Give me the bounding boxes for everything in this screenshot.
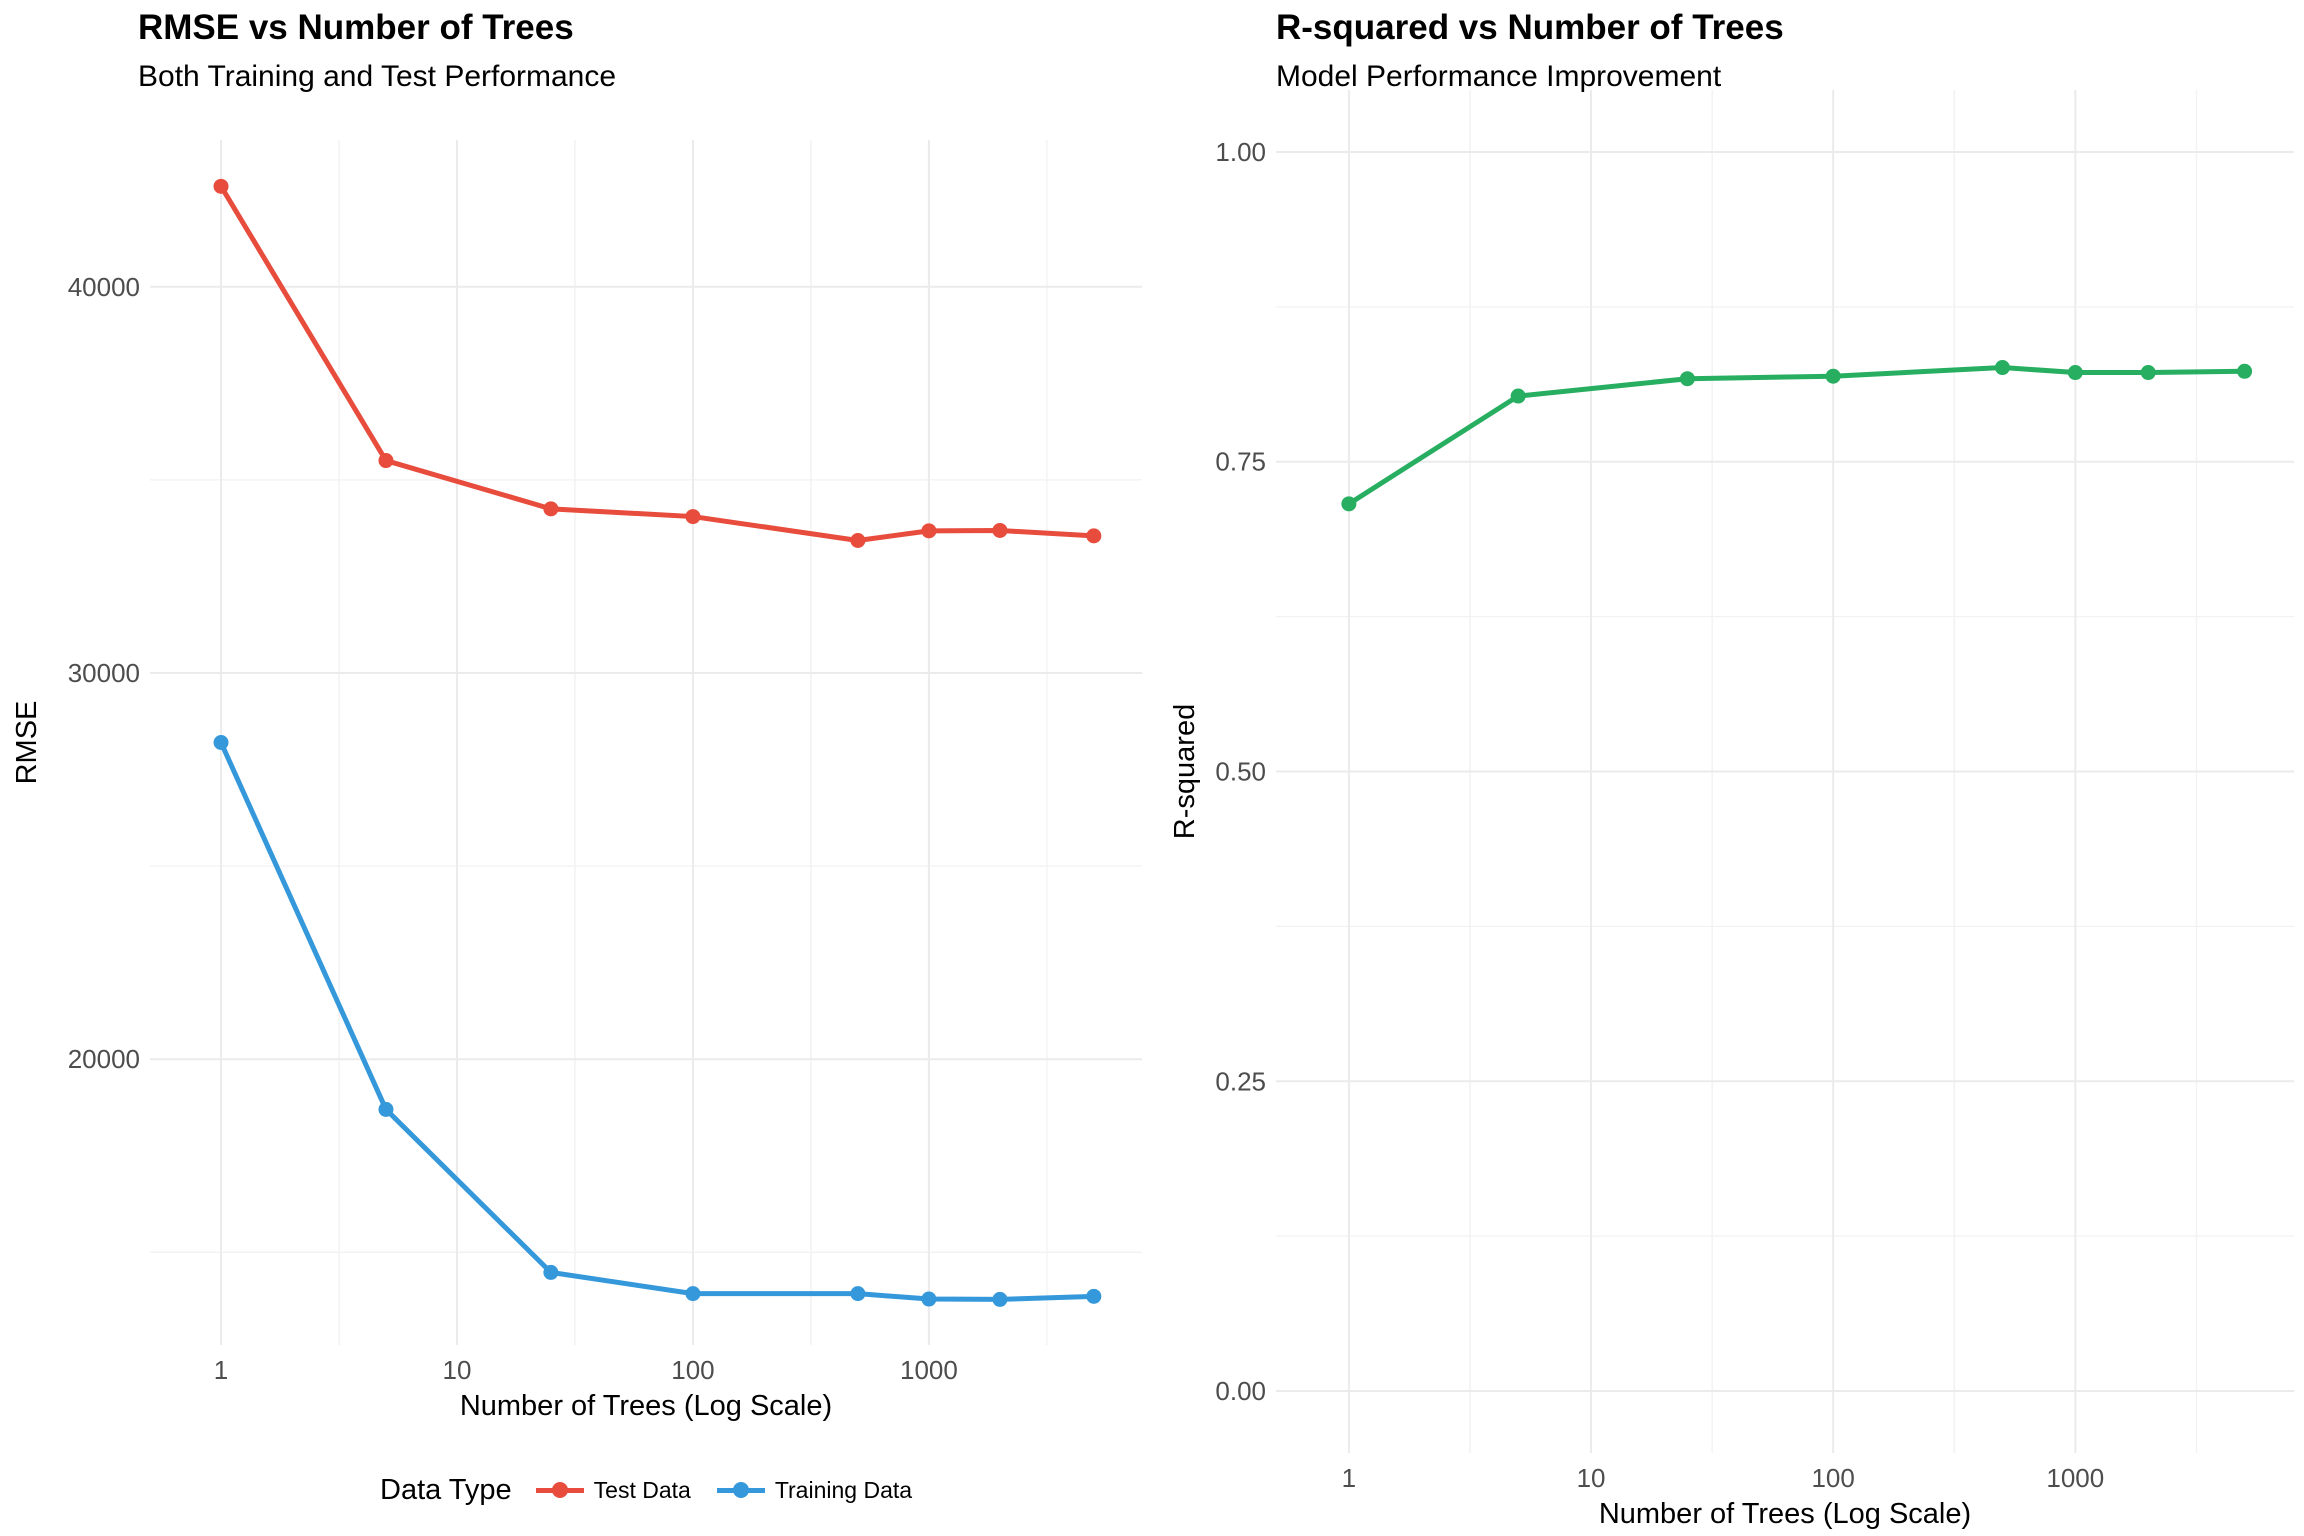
y-tick-label: 1.00 [1215, 137, 1266, 167]
series-r-squared [1341, 360, 2253, 512]
gridlines [1276, 90, 2294, 1453]
gridlines [150, 140, 1142, 1345]
x-tick-label: 10 [443, 1355, 472, 1385]
series-line [218, 183, 1097, 544]
data-point [2140, 365, 2156, 381]
data-point [543, 501, 559, 517]
x-tick-label: 1 [214, 1355, 228, 1385]
series-line [1346, 365, 2248, 507]
legend-key-training [715, 1475, 767, 1505]
y-tick-label: 30000 [68, 658, 140, 688]
data-point [992, 1291, 1008, 1307]
data-point [2067, 365, 2083, 381]
x-tick-label: 1000 [2046, 1463, 2104, 1493]
data-point [213, 735, 229, 750]
x-axis-label: Number of Trees (Log Scale) [460, 1390, 832, 1422]
y-tick-label: 0.00 [1215, 1376, 1266, 1406]
legend-key-test [534, 1475, 586, 1505]
legend-label-training: Training Data [774, 1476, 913, 1503]
rmse-chart-subtitle: Both Training and Test Performance [138, 60, 617, 93]
x-tick-label: 1000 [900, 1355, 958, 1385]
data-point [850, 533, 866, 549]
rsquared-chart-panel: R-squared vs Number of Trees Model Perfo… [1152, 0, 2304, 1536]
rmse-chart-title: RMSE vs Number of Trees [138, 8, 574, 47]
data-point [1086, 528, 1102, 544]
y-axis-label: R-squared [1169, 704, 1201, 839]
x-tick-label: 100 [671, 1355, 714, 1385]
data-point [1086, 1288, 1102, 1304]
data-point [1994, 360, 2010, 376]
rsquared-chart-title: R-squared vs Number of Trees [1276, 8, 1784, 47]
x-tick-label: 10 [1577, 1463, 1606, 1493]
series-training-data [213, 735, 1102, 1307]
data-point [685, 1286, 701, 1302]
series-test-data [213, 178, 1102, 549]
data-point [1341, 496, 1357, 512]
x-tick-label: 1 [1342, 1463, 1356, 1493]
data-point [685, 509, 701, 525]
data-point [992, 522, 1008, 538]
data-point [921, 1291, 937, 1307]
x-axis-label: Number of Trees (Log Scale) [1599, 1498, 1971, 1530]
y-tick-label: 0.25 [1215, 1066, 1266, 1096]
data-point [1510, 388, 1526, 404]
data-point [921, 523, 937, 539]
rmse-legend: Data Type Test Data Training Data [380, 1470, 936, 1510]
y-tick-label: 0.50 [1215, 757, 1266, 787]
rmse-chart-panel: RMSE vs Number of Trees Both Training an… [11, 8, 1142, 1510]
data-point [543, 1264, 559, 1280]
data-point [378, 1101, 394, 1117]
y-axis-label: RMSE [11, 701, 43, 785]
rmse-chart-plot: 1 10 100 1000 20000 30000 40000 Number of Trees… [11, 140, 1142, 1422]
rsquared-chart-subtitle: Model Performance Improvement [1276, 60, 1722, 93]
data-point [2237, 363, 2253, 379]
legend-title: Data Type [380, 1473, 512, 1506]
data-point [1825, 368, 1841, 384]
y-tick-label: 0.75 [1215, 447, 1266, 477]
data-point [213, 178, 229, 194]
data-point [850, 1286, 866, 1302]
y-tick-label: 20000 [68, 1044, 140, 1074]
x-tick-label: 100 [1811, 1463, 1854, 1493]
series-line [218, 740, 1097, 1302]
y-tick-label: 40000 [68, 272, 140, 302]
legend-label-test: Test Data [593, 1476, 691, 1503]
data-point [1679, 371, 1695, 387]
rsquared-chart-plot: 1 10 100 1000 0.00 0.25 0.50 0.75 1.00 Number of … [1169, 90, 2294, 1530]
data-point [378, 453, 394, 469]
